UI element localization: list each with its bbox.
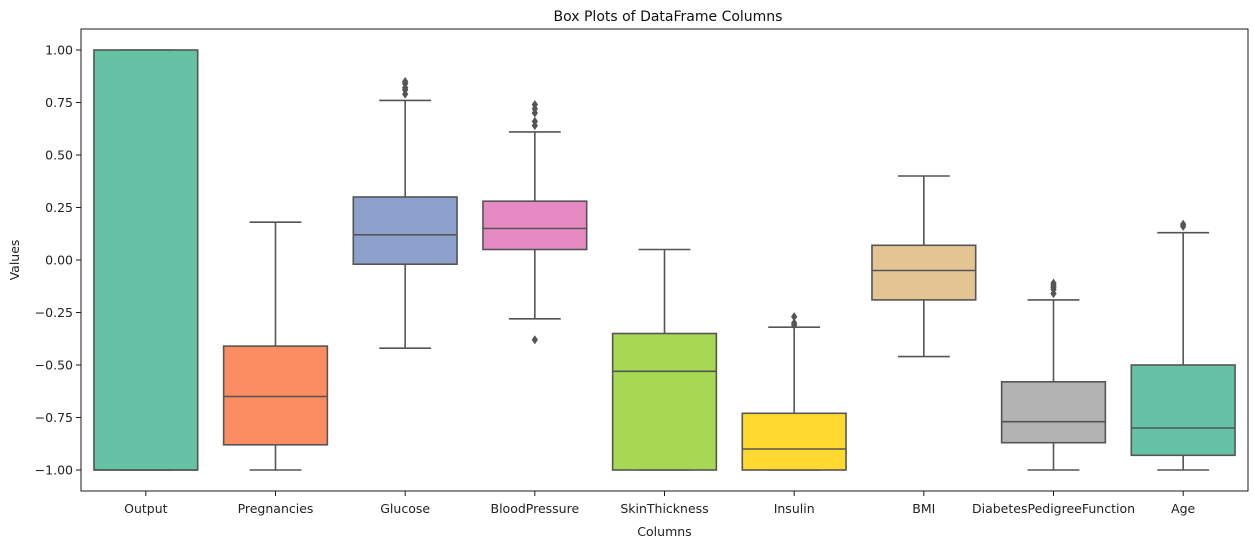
y-tick-label: 0.00 — [45, 253, 73, 268]
iqr-box — [1000, 380, 1107, 444]
box-output — [93, 49, 199, 471]
x-tick-label: BloodPressure — [491, 501, 580, 516]
outlier-point — [531, 100, 538, 110]
outlier-point — [1050, 278, 1057, 288]
y-tick-label: −0.25 — [35, 305, 73, 320]
box-bloodpressure — [482, 100, 588, 345]
y-axis-title: Values — [7, 240, 22, 281]
plot-frame — [80, 28, 1249, 492]
y-tick-label: −0.50 — [35, 358, 73, 373]
iqr-box — [611, 332, 718, 471]
box-insulin — [741, 312, 847, 471]
x-tick-label: Glucose — [380, 501, 430, 516]
outlier-point — [402, 76, 409, 87]
chart-title: Box Plots of DataFrame Columns — [554, 9, 783, 25]
iqr-box — [93, 49, 199, 471]
iqr-box — [222, 345, 329, 446]
outlier-point — [791, 318, 798, 328]
y-tick-label: 0.75 — [45, 95, 73, 110]
y-tick-label: 0.50 — [45, 148, 73, 163]
outlier-point — [531, 335, 538, 345]
x-tick-label: BMI — [912, 501, 935, 516]
box-skinthickness — [611, 248, 718, 471]
iqr-box — [741, 412, 847, 471]
x-tick-label: Age — [1171, 501, 1195, 516]
y-tick-label: 0.25 — [45, 200, 73, 215]
outlier-point — [531, 116, 538, 126]
x-tick-label: SkinThickness — [620, 501, 708, 516]
x-tick-label: Pregnancies — [238, 501, 314, 516]
box-bmi — [871, 175, 977, 358]
iqr-box — [871, 244, 977, 301]
box-pregnancies — [222, 221, 329, 471]
box-glucose — [352, 76, 458, 350]
iqr-box — [482, 200, 588, 251]
box-age — [1130, 219, 1236, 471]
x-tick-label: DiabetesPedigreeFunction — [972, 501, 1135, 516]
boxes-group — [93, 49, 1236, 471]
outlier-point — [791, 312, 798, 322]
box-diabetespedigreefunction — [1000, 278, 1107, 471]
y-tick-label: −0.75 — [35, 410, 73, 425]
x-axis-title: Columns — [637, 524, 691, 539]
iqr-box — [352, 196, 458, 265]
x-tick-label: Insulin — [774, 501, 815, 516]
y-tick-label: −1.00 — [35, 463, 73, 478]
iqr-box — [1130, 364, 1236, 457]
x-axis: Output Pregnancies Glucose BloodPressure Ski… — [124, 491, 1196, 516]
x-tick-label: Output — [124, 501, 168, 516]
outlier-point — [1180, 219, 1187, 229]
y-tick-label: 1.00 — [45, 43, 73, 58]
y-axis: 1.00 0.75 0.50 0.25 0.00 −0.25 −0.50 −0.75 −1.00 — [35, 43, 81, 478]
